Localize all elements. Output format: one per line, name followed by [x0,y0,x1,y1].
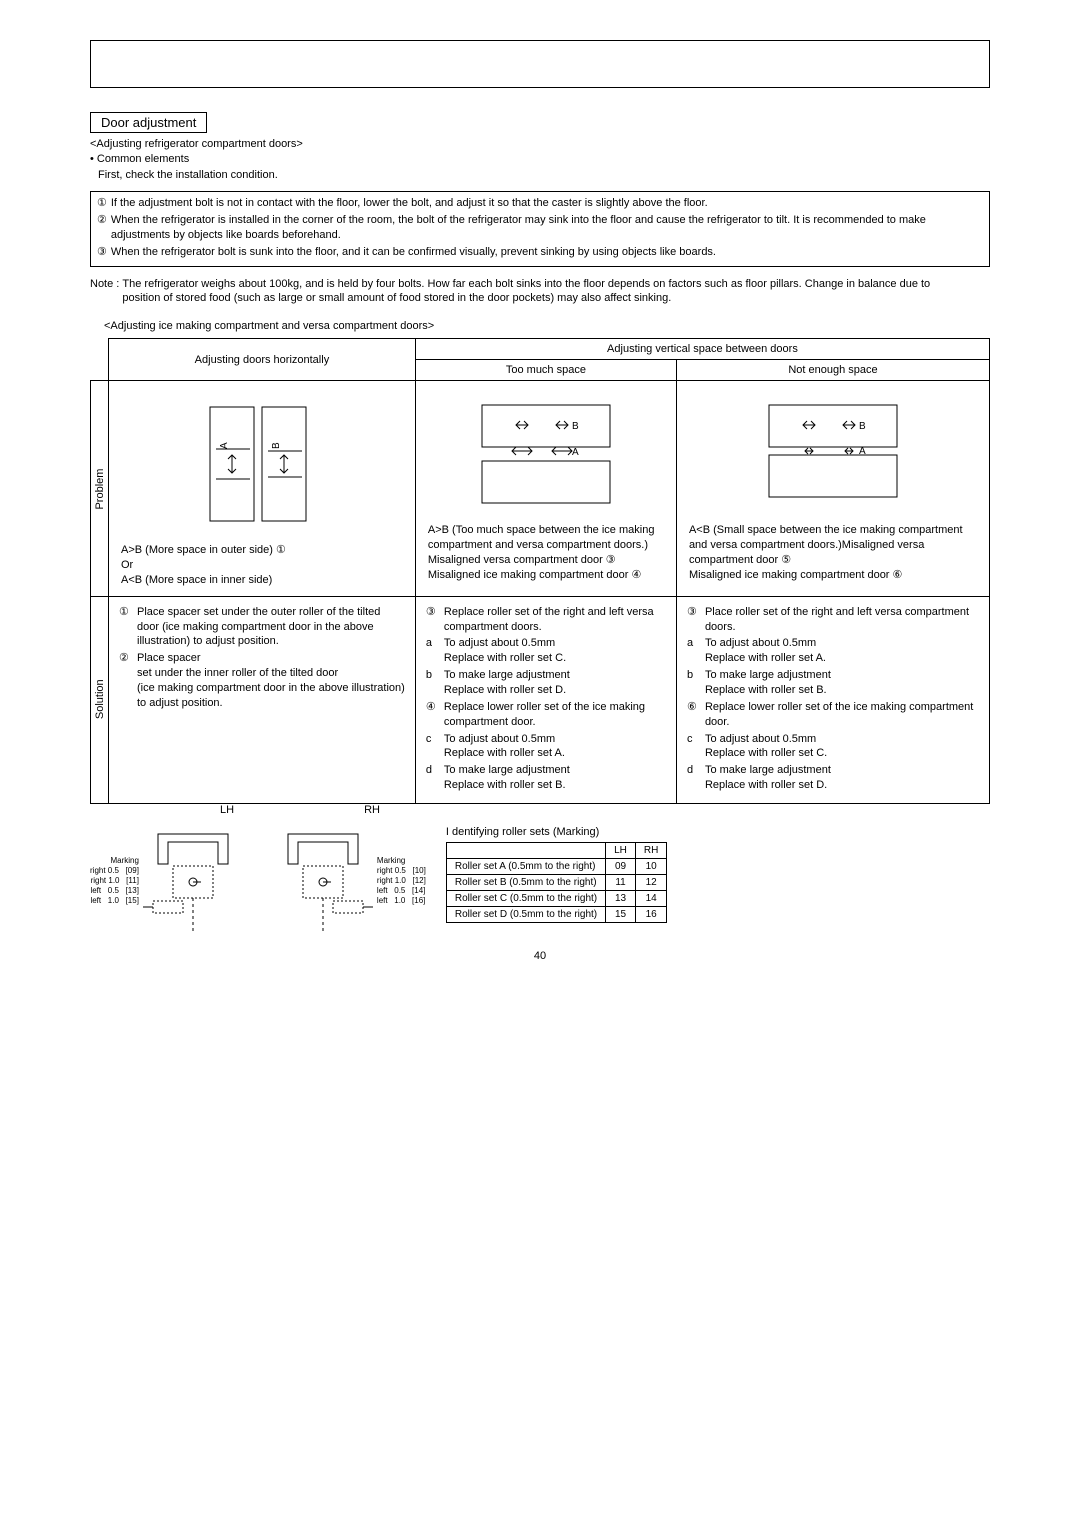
problem-cell-2: B A A>B (Too much space between the ice … [415,381,676,597]
note-body: The refrigerator weighs about 100kg, and… [122,277,962,307]
label-a: A [859,446,866,457]
marking-label-rh: Marking [377,856,426,866]
table-row: Roller set D (0.5mm to the right)1516 [446,906,667,922]
problem-cell-1: A B A>B (More space in outer side) ①OrA<… [109,381,416,597]
sol-item: ⑥Replace lower roller set of the ice mak… [687,700,979,730]
table-row: Roller set C (0.5mm to the right)1314 [446,890,667,906]
boxed-item: ②When the refrigerator is installed in t… [97,213,983,243]
sol-item: ④Replace lower roller set of the ice mak… [426,700,666,730]
lh-label: LH [220,804,234,816]
section-title: Door adjustment [90,112,207,133]
label-b: B [859,421,866,432]
label-b: B [572,421,579,432]
sol-item: ③Place roller set of the right and left … [687,605,979,635]
intro-block: <Adjusting refrigerator compartment door… [90,137,990,183]
sol-item: cTo adjust about 0.5mmReplace with rolle… [426,732,666,762]
solution-cell-3: ③Place roller set of the right and left … [676,596,989,803]
header-bar [90,40,990,88]
subheading: <Adjusting ice making compartment and ve… [104,320,990,332]
boxed-item: ③When the refrigerator bolt is sunk into… [97,245,983,260]
table-row: Roller set B (0.5mm to the right)1112 [446,874,667,890]
label-b: B [271,442,282,449]
caption-1-3: A<B (Small space between the ice making … [689,523,977,582]
intro-line-3: First, check the installation condition. [98,168,990,183]
lh-bracket-unit: Marking right 0.5 [09]right 1.0 [11]left… [90,826,243,936]
sol-item: aTo adjust about 0.5mmReplace with rolle… [687,636,979,666]
page-number: 40 [90,950,990,962]
solution-label: Solution [91,596,109,803]
gap-wide-diagram: B A [476,399,616,509]
sol-item: dTo make large adjustmentReplace with ro… [687,763,979,793]
lh-rh-labels: LH RH [220,804,990,816]
sol-item: cTo adjust about 0.5mmReplace with rolle… [687,732,979,762]
gap-narrow-diagram: B A [763,399,903,509]
marking-label: Marking [90,856,139,866]
intro-line-1: <Adjusting refrigerator compartment door… [90,137,990,152]
label-a: A [219,442,230,449]
ident-col-header: LH [606,842,636,858]
solution-cell-1: ①Place spacer set under the outer roller… [109,596,416,803]
sol-item: ③Replace roller set of the right and lef… [426,605,666,635]
rh-bracket-diagram [273,826,373,936]
rh-mark-labels: Marking right 0.5 [10]right 1.0 [12]left… [377,856,426,906]
ident-col-header [446,842,605,858]
sol-item: ②Place spacerset under the inner roller … [119,651,405,710]
ident-title: I dentifying roller sets (Marking) [446,826,990,838]
rh-bracket-unit: Marking right 0.5 [10]right 1.0 [12]left… [273,826,426,936]
label-a: A [572,447,579,458]
problem-label: Problem [91,381,109,597]
lh-mark-labels: Marking right 0.5 [09]right 1.0 [11]left… [90,856,139,906]
caption-1-2: A>B (Too much space between the ice maki… [428,523,664,582]
col3-header: Not enough space [676,360,989,381]
note-label: Note : [90,278,119,290]
table-row: Roller set A (0.5mm to the right)0910 [446,858,667,874]
solution-cell-2: ③Replace roller set of the right and lef… [415,596,676,803]
rh-label: RH [364,804,380,816]
col1-header: Adjusting doors horizontally [109,339,416,381]
horiz-door-diagram: A B [202,399,322,529]
ident-table: LHRHRoller set A (0.5mm to the right)091… [446,842,668,923]
intro-line-2: • Common elements [90,152,990,167]
problem-cell-3: B A A<B (Small space between the ice mak… [676,381,989,597]
bottom-row: Marking right 0.5 [09]right 1.0 [11]left… [90,826,990,936]
sol-item: bTo make large adjustmentReplace with ro… [426,668,666,698]
note: Note : The refrigerator weighs about 100… [90,277,990,307]
ident-col-header: RH [635,842,666,858]
bracket-diagrams: Marking right 0.5 [09]right 1.0 [11]left… [90,826,426,936]
sol-item: ①Place spacer set under the outer roller… [119,605,405,650]
ident-section: I dentifying roller sets (Marking) LHRHR… [446,826,990,923]
vspace-header: Adjusting vertical space between doors [415,339,989,360]
sol-item: bTo make large adjustmentReplace with ro… [687,668,979,698]
boxed-list: ①If the adjustment bolt is not in contac… [90,191,990,266]
lh-bracket-diagram [143,826,243,936]
col2-header: Too much space [415,360,676,381]
caption-1-1: A>B (More space in outer side) ①OrA<B (M… [121,543,403,588]
main-table: Adjusting doors horizontally Adjusting v… [90,338,990,804]
boxed-item: ①If the adjustment bolt is not in contac… [97,196,983,211]
sol-item: aTo adjust about 0.5mmReplace with rolle… [426,636,666,666]
sol-item: dTo make large adjustmentReplace with ro… [426,763,666,793]
